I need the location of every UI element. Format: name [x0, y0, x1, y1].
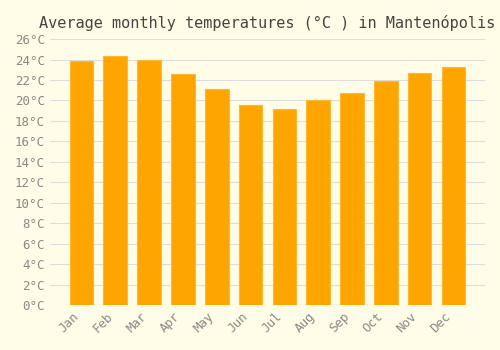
Bar — [442, 67, 465, 305]
Bar — [205, 89, 229, 305]
Title: Average monthly temperatures (°C ) in Mantenópolis: Average monthly temperatures (°C ) in Ma… — [40, 15, 496, 31]
Bar — [104, 56, 127, 305]
Bar — [340, 93, 364, 305]
Bar — [171, 74, 194, 305]
Bar — [306, 100, 330, 305]
Bar — [408, 73, 432, 305]
Bar — [374, 81, 398, 305]
Bar — [238, 105, 262, 305]
Bar — [70, 61, 94, 305]
Bar — [138, 60, 161, 305]
Bar — [272, 108, 296, 305]
